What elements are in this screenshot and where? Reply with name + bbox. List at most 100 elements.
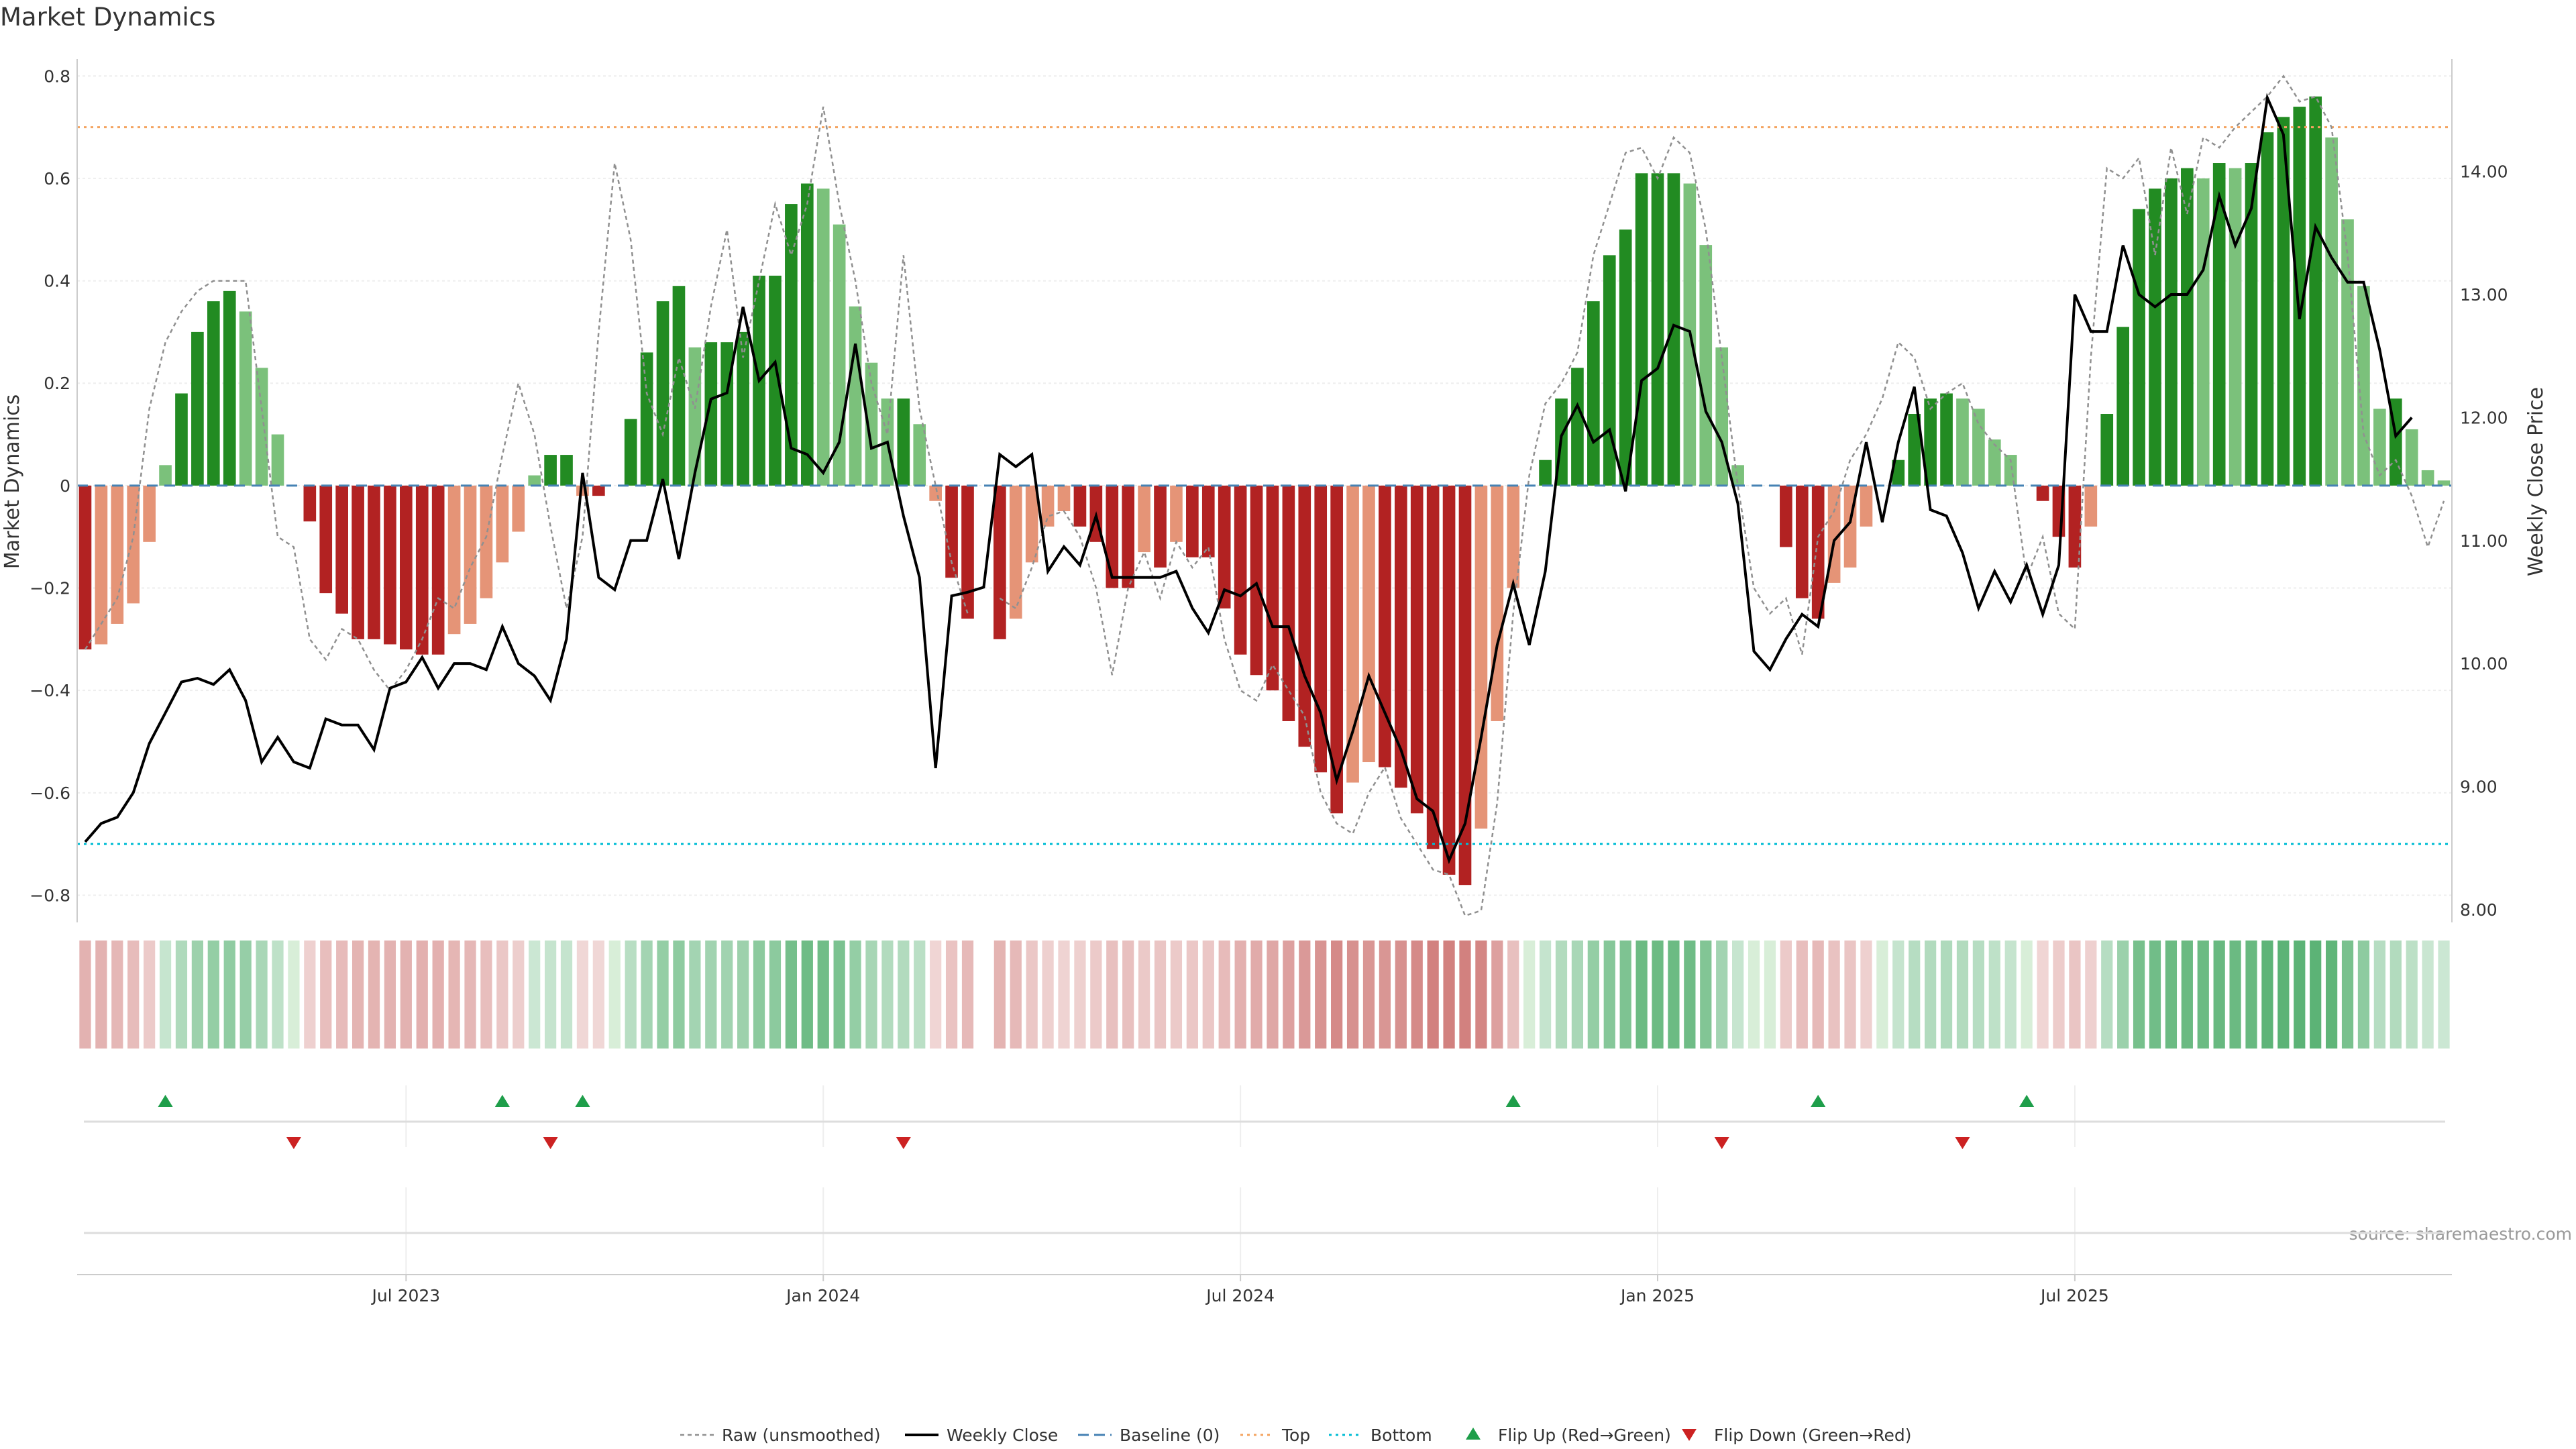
heat-cell (592, 941, 604, 1049)
md-bar (2181, 168, 2194, 486)
heat-cell (2213, 941, 2225, 1049)
y-tick-label: −0.6 (30, 784, 70, 803)
heat-cell (785, 941, 798, 1049)
heat-cell (2197, 941, 2209, 1049)
heat-cell (1539, 941, 1552, 1049)
md-bar (1651, 173, 1664, 486)
heat-cell (79, 941, 91, 1049)
heat-cell (833, 941, 845, 1049)
heat-cell (1844, 941, 1856, 1049)
heat-cell (1395, 941, 1407, 1049)
heat-cell (544, 941, 557, 1049)
heat-cell (1267, 941, 1279, 1049)
md-bar (464, 485, 477, 624)
md-bar (175, 393, 188, 486)
heat-cell (1652, 941, 1664, 1049)
heat-cell (1443, 941, 1455, 1049)
flip-down-marker (1955, 1137, 1970, 1149)
md-bar (544, 455, 557, 486)
legend-layer: Raw (unsmoothed) Weekly Close Baseline (0)… (680, 1426, 1912, 1445)
heat-cell (1619, 941, 1631, 1049)
md-bar (1362, 485, 1375, 763)
heat-cell (400, 941, 412, 1049)
heat-cell (2037, 941, 2049, 1049)
md-bar (2133, 209, 2145, 486)
md-bar (159, 465, 172, 486)
heat-cell (865, 941, 877, 1049)
heat-cell (1315, 941, 1327, 1049)
heat-cell (801, 941, 813, 1049)
md-bar (1298, 485, 1311, 747)
md-bar (672, 286, 686, 486)
md-bar (271, 434, 284, 486)
heat-cell (641, 941, 653, 1049)
heat-cell (1956, 941, 1969, 1049)
legend-flip-down-swatch (1682, 1429, 1697, 1441)
heat-cell (2117, 941, 2129, 1049)
md-bar (1266, 485, 1279, 691)
heat-cell (1234, 941, 1246, 1049)
md-bar (1780, 485, 1792, 547)
md-bar (1811, 485, 1825, 619)
y2-tick-label: 10.00 (2460, 654, 2508, 674)
md-bar (2437, 480, 2451, 486)
md-bar (335, 485, 348, 614)
legend-item: Flip Up (Red→Green) (1466, 1426, 1671, 1445)
md-bar (1731, 465, 1744, 486)
md-bar (1250, 485, 1263, 676)
heat-cell (1186, 941, 1198, 1049)
md-bar (400, 485, 413, 650)
heat-cell (2101, 941, 2113, 1049)
md-bar (2004, 455, 2017, 486)
heat-cell (223, 941, 235, 1049)
heat-cell (737, 941, 749, 1049)
legend-label: Baseline (0) (1120, 1426, 1220, 1445)
weekly-close-line (84, 93, 2413, 865)
md-bar (1330, 485, 1343, 814)
heat-cell (368, 941, 380, 1049)
md-bar (2373, 409, 2386, 486)
heat-cell (914, 941, 926, 1049)
md-bar (1924, 398, 1937, 486)
flip-up-marker (1811, 1095, 1826, 1107)
legend-label: Flip Down (Green→Red) (1714, 1426, 1912, 1445)
md-bar (1507, 485, 1520, 588)
md-bar (833, 224, 846, 486)
md-bar (303, 485, 317, 522)
md-bar (2068, 485, 2082, 568)
md-bar (1715, 347, 1729, 486)
heat-cell (1491, 941, 1503, 1049)
heat-cell (1603, 941, 1615, 1049)
heat-cell (945, 941, 958, 1049)
md-bar (2325, 137, 2338, 486)
flip-up-marker (575, 1095, 590, 1107)
md-bar (239, 311, 252, 486)
heat-cell (1250, 941, 1263, 1049)
md-bar (640, 352, 653, 486)
heat-cell (2181, 941, 2193, 1049)
heat-cell (432, 941, 444, 1049)
heat-cell (1812, 941, 1824, 1049)
flip-up-marker (494, 1095, 510, 1107)
md-bar (1314, 485, 1328, 773)
heat-cell (1668, 941, 1680, 1049)
heat-cell (1411, 941, 1423, 1049)
heat-cell (1860, 941, 1872, 1049)
md-bar (945, 485, 958, 578)
md-bar (1346, 485, 1359, 783)
md-bar (704, 342, 718, 486)
heat-cell (2341, 941, 2354, 1049)
md-bar (1041, 485, 1055, 527)
md-bar (816, 189, 830, 486)
heat-cell (1988, 941, 2000, 1049)
heat-cell (207, 941, 219, 1049)
md-bar (1571, 368, 1584, 486)
heat-cell (994, 941, 1006, 1049)
heat-cell (1218, 941, 1230, 1049)
heat-cell (1090, 941, 1102, 1049)
md-bar (1491, 485, 1504, 721)
md-bar (1057, 485, 1071, 512)
heat-cell (111, 941, 123, 1049)
md-bar (1282, 485, 1295, 721)
heat-cell (159, 941, 172, 1049)
